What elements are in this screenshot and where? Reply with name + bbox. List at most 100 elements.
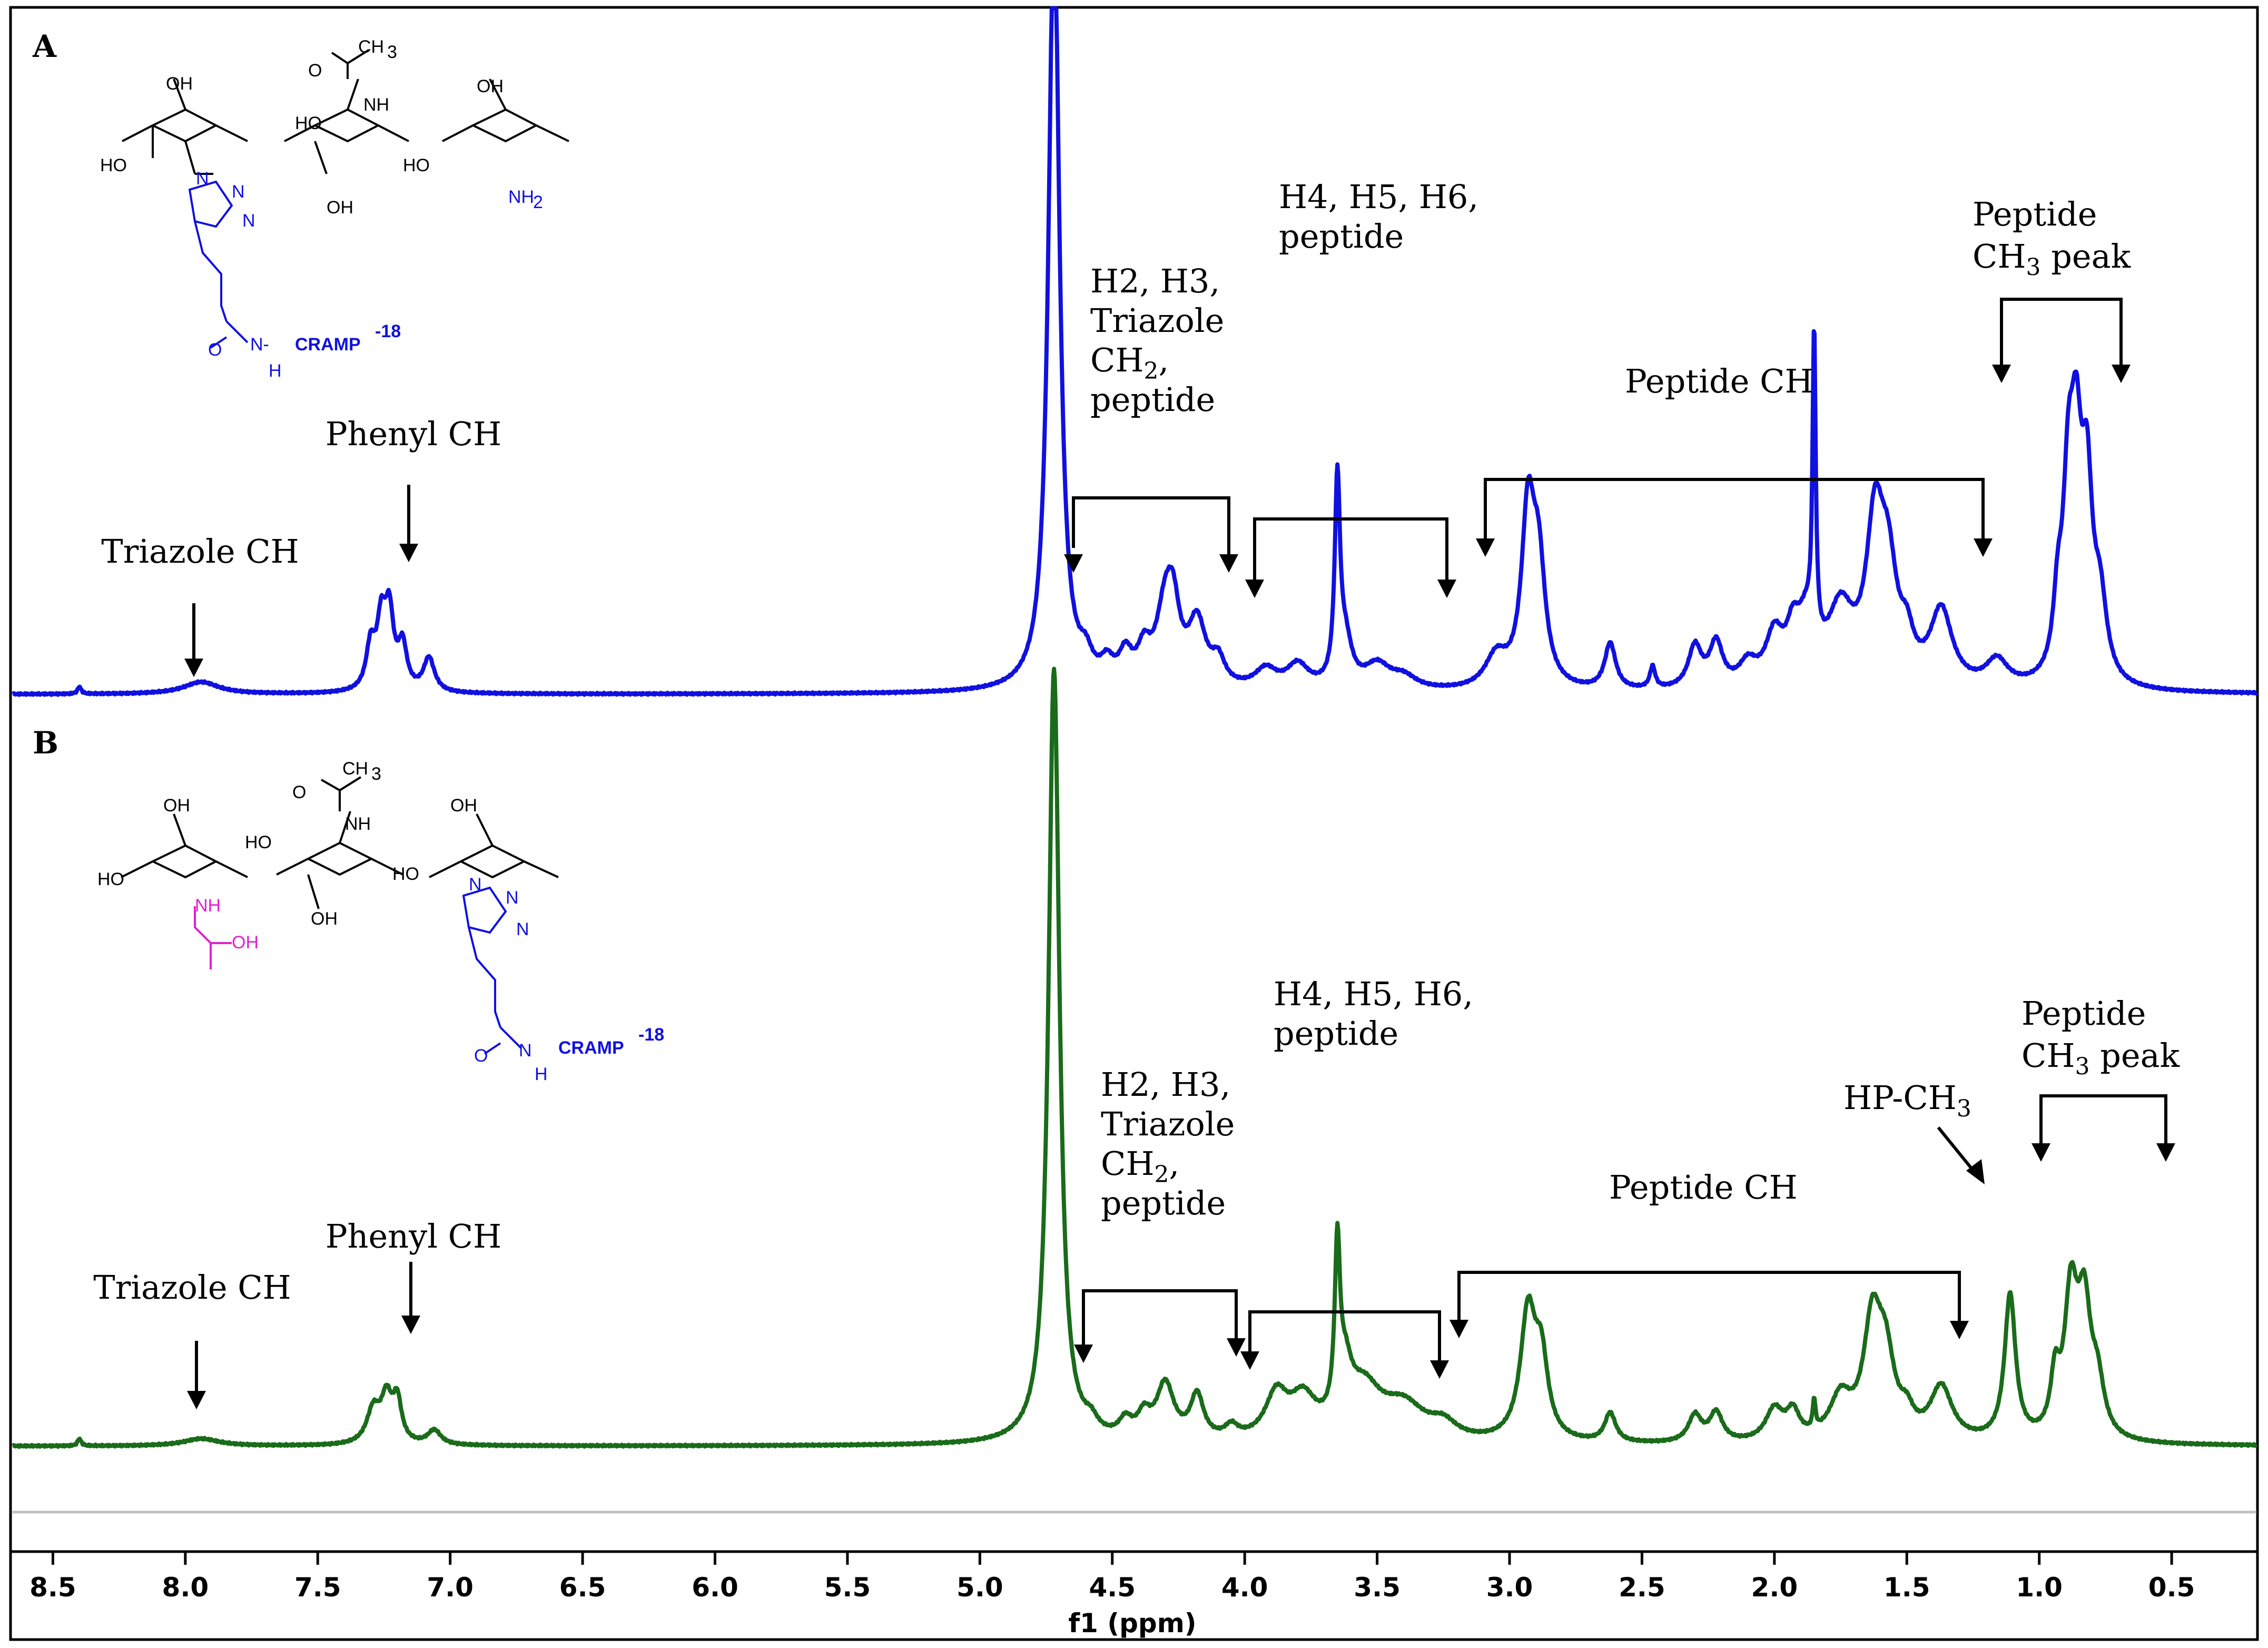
mol-a-oh-2: OH bbox=[327, 198, 353, 218]
label-a-h2-line1: H2, H3, bbox=[1090, 262, 1220, 300]
spectrum-a-line bbox=[11, 6, 2259, 697]
x-tick-label-15: 1.0 bbox=[2016, 1572, 2063, 1603]
mol-a-ho-1: HO bbox=[100, 155, 127, 175]
mol-a-oh-1: OH bbox=[166, 74, 193, 94]
mol-a-nh2-sub: 2 bbox=[533, 192, 543, 212]
bracket-b-pepch bbox=[1457, 1271, 1961, 1325]
x-tick-label-4: 6.5 bbox=[559, 1572, 606, 1603]
molecule-b-text: OH HO HO OH CH 3 O NH OH HO NH OH N N N … bbox=[97, 759, 664, 1084]
mol-b-amide-h: H bbox=[535, 1064, 548, 1084]
bracket-b-h2 bbox=[1082, 1289, 1238, 1349]
x-tick-label-11: 3.0 bbox=[1486, 1572, 1533, 1603]
x-tick-label-1: 8.0 bbox=[162, 1572, 209, 1603]
bracket-b-pepch3 bbox=[2039, 1094, 2167, 1146]
x-axis-ticks: 8.5 8.0 7.5 7.0 6.5 6.0 5.5 5.0 4.5 4.0 3.5 3.0 2.5 2… bbox=[29, 1552, 2195, 1603]
label-b-hp-ch3: HP-CH3 bbox=[1843, 1078, 1971, 1122]
label-b-h2-line1: H2, H3, bbox=[1101, 1065, 1230, 1104]
label-a-phenyl: Phenyl CH bbox=[326, 415, 501, 453]
molecule-b-blue bbox=[462, 886, 522, 1055]
mol-b-amide-o: O bbox=[474, 1046, 488, 1066]
mol-a-amide-n: N- bbox=[250, 335, 269, 355]
mol-b-n1: N bbox=[469, 875, 482, 895]
mol-b-ho-3: HO bbox=[392, 864, 419, 884]
mol-a-ch3-sub: 3 bbox=[387, 42, 397, 62]
mol-b-amide-n: N bbox=[519, 1041, 532, 1061]
label-a-h2-line3: CH2, bbox=[1090, 341, 1169, 385]
label-b-h2-line3: CH2, bbox=[1101, 1144, 1179, 1188]
molecule-a bbox=[122, 49, 569, 175]
arrow-b-hp-ch3 bbox=[1937, 1126, 1974, 1171]
x-tick-label-9: 4.0 bbox=[1221, 1572, 1268, 1603]
label-a-pepch3-line1: Peptide bbox=[1973, 195, 2097, 233]
mol-b-pink-oh: OH bbox=[232, 933, 259, 953]
plot-frame bbox=[9, 6, 2259, 1641]
mol-b-o: O bbox=[292, 782, 306, 802]
mol-a-nh2: NH bbox=[508, 187, 534, 207]
panel-b-letter: B bbox=[33, 725, 58, 761]
mol-b-n2: N bbox=[506, 888, 519, 908]
label-a-h2-line2: Triazole bbox=[1090, 301, 1224, 340]
mol-a-amide-o: O bbox=[208, 340, 222, 360]
mol-b-oh-2: OH bbox=[311, 909, 338, 929]
x-tick-label-16: 0.5 bbox=[2148, 1572, 2195, 1603]
x-tick-label-0: 8.5 bbox=[29, 1572, 76, 1603]
label-b-pepch3-line2: CH3 peak bbox=[2022, 1036, 2180, 1080]
annotations-a bbox=[192, 298, 2123, 663]
x-tick-label-3: 7.0 bbox=[427, 1572, 474, 1603]
label-b-h4-line2: peptide bbox=[1274, 1014, 1398, 1053]
molecule-a-blue bbox=[188, 180, 249, 349]
molecule-b-pink bbox=[194, 906, 232, 969]
mol-b-oh-3: OH bbox=[450, 796, 477, 816]
x-tick-label-13: 2.0 bbox=[1751, 1572, 1798, 1603]
molecule-b bbox=[121, 776, 559, 909]
label-b-peptide-ch: Peptide CH bbox=[1609, 1168, 1798, 1206]
mol-b-ho-1: HO bbox=[97, 869, 124, 889]
mol-a-ho-2: HO bbox=[295, 113, 322, 133]
mol-a-ch3: CH bbox=[358, 37, 384, 57]
bracket-a-h4 bbox=[1253, 517, 1448, 582]
mol-a-n3: N bbox=[242, 211, 255, 231]
mol-b-oh-1: OH bbox=[163, 796, 190, 816]
panel-b: B OH HO HO OH bbox=[33, 725, 2180, 1409]
bracket-a-pepch bbox=[1484, 478, 1985, 543]
label-b-h2-line4: peptide bbox=[1101, 1184, 1226, 1222]
mol-a-nh: NH bbox=[363, 95, 389, 115]
x-tick-label-14: 1.5 bbox=[1884, 1572, 1930, 1603]
label-b-h2-line2: Triazole bbox=[1101, 1105, 1235, 1143]
x-tick-label-5: 6.0 bbox=[692, 1572, 738, 1603]
mol-b-nh: NH bbox=[345, 814, 371, 834]
label-a-h4-line2: peptide bbox=[1279, 217, 1404, 256]
label-b-pepch3-line1: Peptide bbox=[2022, 994, 2146, 1033]
mol-a-cramp-sup: -18 bbox=[375, 321, 401, 341]
label-a-h4-line1: H4, H5, H6, bbox=[1279, 178, 1478, 216]
label-b-phenyl: Phenyl CH bbox=[326, 1217, 501, 1255]
mol-b-ch3: CH bbox=[342, 759, 368, 779]
x-tick-label-12: 2.5 bbox=[1619, 1572, 1665, 1603]
bracket-a-pepch3 bbox=[2000, 298, 2123, 369]
bracket-b-h4 bbox=[1248, 1310, 1441, 1365]
label-a-pepch3-line2: CH3 peak bbox=[1973, 237, 2131, 281]
arrowheads-a bbox=[184, 365, 2131, 677]
annotations-b bbox=[195, 1094, 2167, 1395]
arrowheads-b bbox=[187, 1143, 2175, 1409]
panel-a: A OH HO HO O bbox=[32, 28, 2131, 677]
mol-a-cramp: CRAMP bbox=[295, 335, 361, 355]
molecule-a-text: OH HO HO OH CH 3 O NH OH HO NH 2 N N N O… bbox=[100, 37, 543, 381]
mol-b-ch3-sub: 3 bbox=[371, 764, 381, 784]
mol-b-pink-nh: NH bbox=[195, 896, 221, 916]
bracket-a-h2 bbox=[1072, 496, 1230, 558]
mol-b-cramp: CRAMP bbox=[558, 1038, 624, 1058]
x-tick-label-6: 5.5 bbox=[824, 1572, 871, 1603]
mol-a-ho-3: HO bbox=[403, 155, 430, 175]
mol-a-o: O bbox=[308, 61, 322, 81]
spectrum-b-line bbox=[11, 666, 2259, 1449]
panel-a-letter: A bbox=[32, 28, 57, 64]
x-tick-label-10: 3.5 bbox=[1354, 1572, 1401, 1603]
label-a-h2-line4: peptide bbox=[1090, 380, 1215, 419]
mol-a-oh-3: OH bbox=[477, 76, 504, 96]
mol-a-n2: N bbox=[232, 182, 245, 202]
mol-a-n1: N bbox=[196, 169, 209, 189]
x-tick-label-2: 7.5 bbox=[294, 1572, 341, 1603]
x-tick-label-8: 4.5 bbox=[1089, 1572, 1136, 1603]
